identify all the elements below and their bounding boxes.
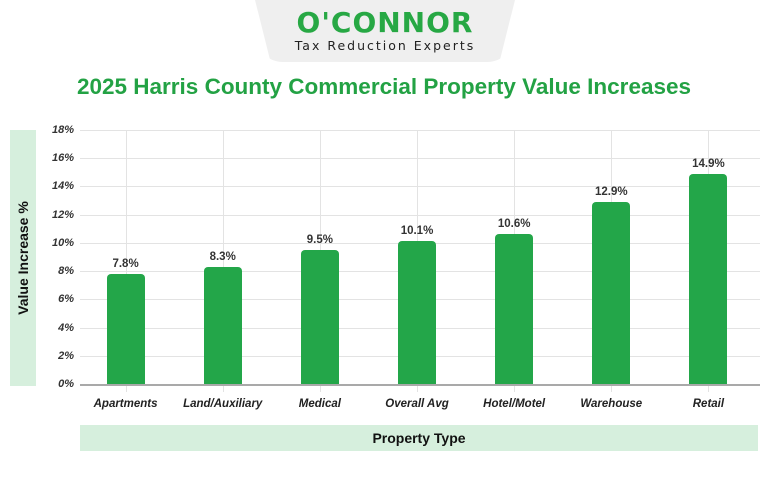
y-tick-label: 16%	[51, 152, 74, 165]
bar-value-label: 7.8%	[112, 257, 139, 270]
bar-overall-avg	[398, 241, 436, 384]
bar-value-label: 9.5%	[306, 233, 333, 246]
y-tick-label: 0%	[58, 378, 74, 390]
y-tick-label: 2%	[58, 349, 74, 362]
y-axis-label: Value Increase %	[15, 201, 31, 315]
gridline	[80, 130, 760, 131]
gridline	[80, 214, 760, 216]
bar-retail	[689, 173, 728, 384]
x-tick-label: Overall Avg	[385, 398, 449, 410]
bar-value-label: 12.9%	[594, 185, 628, 198]
chart-title: 2025 Harris County Commercial Property V…	[76, 74, 692, 99]
bar-value-label: 14.9%	[692, 157, 725, 170]
x-tick-label: Medical	[298, 398, 341, 410]
y-tick-label: 6%	[58, 293, 74, 306]
bar-apartments	[106, 273, 145, 384]
x-axis-label: Property Type	[372, 430, 466, 446]
x-tick-label: Retail	[692, 398, 725, 410]
y-axis-label-band	[10, 130, 36, 386]
bar-land-auxiliary	[203, 266, 242, 384]
vertical-gridline	[125, 130, 127, 392]
gridline	[80, 158, 760, 160]
bar-value-label: 10.1%	[400, 225, 434, 238]
bar-medical	[300, 249, 339, 384]
y-tick-label: 4%	[58, 321, 74, 334]
x-tick-label: Apartments	[93, 398, 158, 410]
bar-hotel-motel	[495, 234, 534, 384]
bar-warehouse	[592, 201, 631, 384]
logo-wordmark: O'CONNOR	[296, 6, 474, 39]
x-axis-line	[80, 384, 760, 386]
x-tick-label: Land/Auxiliary	[183, 398, 263, 410]
x-axis-label-band: Property Type	[80, 425, 758, 451]
bar-value-label: 8.3%	[209, 250, 236, 263]
x-tick-label: Hotel/Motel	[483, 398, 546, 410]
y-tick-label: 18%	[51, 124, 74, 136]
y-tick-label: 8%	[58, 265, 74, 278]
logo-tagline: Tax Reduction Experts	[294, 38, 476, 53]
y-tick-label: 10%	[51, 236, 74, 249]
bar-value-label: 10.6%	[497, 218, 531, 231]
y-tick-label: 12%	[51, 208, 74, 221]
x-tick-label: Warehouse	[580, 398, 643, 410]
vertical-gridline	[222, 130, 224, 392]
y-tick-label: 14%	[51, 180, 74, 193]
logo-banner: O'CONNOR Tax Reduction Experts	[255, 0, 515, 62]
gridline	[80, 186, 760, 188]
